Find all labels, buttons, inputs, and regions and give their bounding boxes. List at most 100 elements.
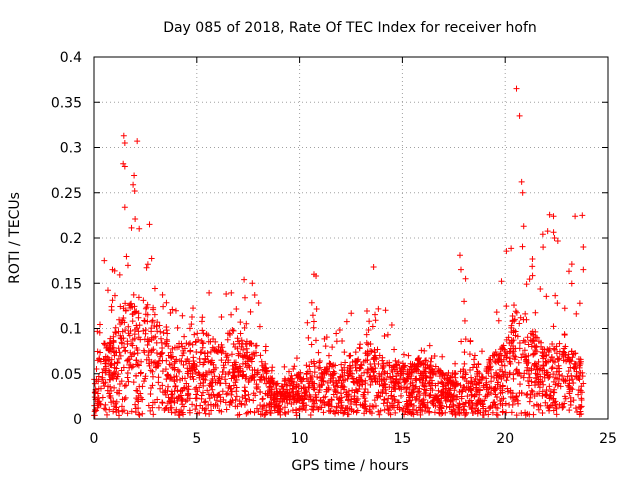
data-point: [428, 355, 435, 362]
data-point: [231, 369, 238, 376]
data-point: [516, 339, 523, 346]
data-point: [555, 362, 562, 369]
data-point: [422, 373, 429, 380]
data-point: [206, 395, 213, 402]
data-point: [186, 360, 193, 367]
data-point: [370, 403, 377, 410]
data-point: [371, 397, 378, 404]
data-point: [155, 379, 162, 386]
data-point: [550, 358, 557, 365]
data-point: [513, 85, 520, 92]
data-point: [125, 323, 132, 330]
data-point: [131, 172, 138, 179]
data-point: [472, 376, 479, 383]
data-point: [407, 397, 414, 404]
data-point: [343, 318, 350, 325]
data-point: [237, 365, 244, 372]
data-point: [354, 379, 361, 386]
data-point: [338, 402, 345, 409]
data-point: [216, 380, 223, 387]
data-point: [538, 343, 545, 350]
data-point: [190, 376, 197, 383]
data-point: [539, 410, 546, 417]
data-point: [572, 405, 579, 412]
data-point: [190, 305, 197, 312]
data-point: [188, 314, 195, 321]
data-point: [393, 361, 400, 368]
data-point: [326, 360, 333, 367]
data-point: [155, 404, 162, 411]
data-point: [232, 359, 239, 366]
data-point: [165, 383, 172, 390]
data-point: [348, 310, 355, 317]
data-point: [402, 377, 409, 384]
data-point: [97, 358, 104, 365]
data-point: [307, 412, 314, 419]
data-point: [493, 404, 500, 411]
data-point: [158, 335, 165, 342]
data-point: [94, 357, 101, 364]
data-point: [133, 373, 140, 380]
data-point: [277, 390, 284, 397]
data-point: [422, 404, 429, 411]
data-point: [108, 303, 115, 310]
data-point: [512, 328, 519, 335]
data-point: [545, 404, 552, 411]
data-point: [561, 305, 568, 312]
data-point: [190, 364, 197, 371]
data-point: [117, 303, 124, 310]
data-point: [339, 337, 346, 344]
data-point: [119, 328, 126, 335]
data-point: [197, 349, 204, 356]
data-point: [308, 299, 315, 306]
data-point: [223, 406, 230, 413]
data-point: [362, 398, 369, 405]
data-point: [199, 389, 206, 396]
data-point: [394, 399, 401, 406]
data-point: [258, 373, 265, 380]
data-point: [294, 395, 301, 402]
data-point: [372, 379, 379, 386]
data-point: [169, 365, 176, 372]
data-point: [530, 351, 537, 358]
data-point: [165, 406, 172, 413]
data-point: [406, 370, 413, 377]
data-point: [345, 393, 352, 400]
data-point: [530, 402, 537, 409]
data-point: [482, 393, 489, 400]
data-point: [330, 382, 337, 389]
data-point: [516, 381, 523, 388]
data-point: [449, 393, 456, 400]
data-point: [328, 403, 335, 410]
data-point: [568, 280, 575, 287]
data-point: [323, 334, 330, 341]
data-point: [471, 393, 478, 400]
data-point: [230, 340, 237, 347]
data-point: [237, 319, 244, 326]
data-point: [535, 338, 542, 345]
data-point: [243, 338, 250, 345]
data-point: [230, 327, 237, 334]
data-point: [374, 346, 381, 353]
data-point: [141, 318, 148, 325]
data-point: [241, 294, 248, 301]
data-point: [173, 373, 180, 380]
data-point: [204, 387, 211, 394]
data-point: [237, 350, 244, 357]
data-point: [309, 373, 316, 380]
data-point: [201, 407, 208, 414]
data-point: [189, 370, 196, 377]
data-point: [537, 402, 544, 409]
data-point: [123, 253, 130, 260]
data-point: [262, 347, 269, 354]
data-point: [122, 348, 129, 355]
data-point: [223, 354, 230, 361]
data-point: [569, 376, 576, 383]
data-point: [91, 412, 98, 419]
data-point: [372, 354, 379, 361]
data-point: [560, 376, 567, 383]
data-point: [335, 400, 342, 407]
data-point: [573, 310, 580, 317]
data-point: [575, 391, 582, 398]
data-point: [345, 396, 352, 403]
